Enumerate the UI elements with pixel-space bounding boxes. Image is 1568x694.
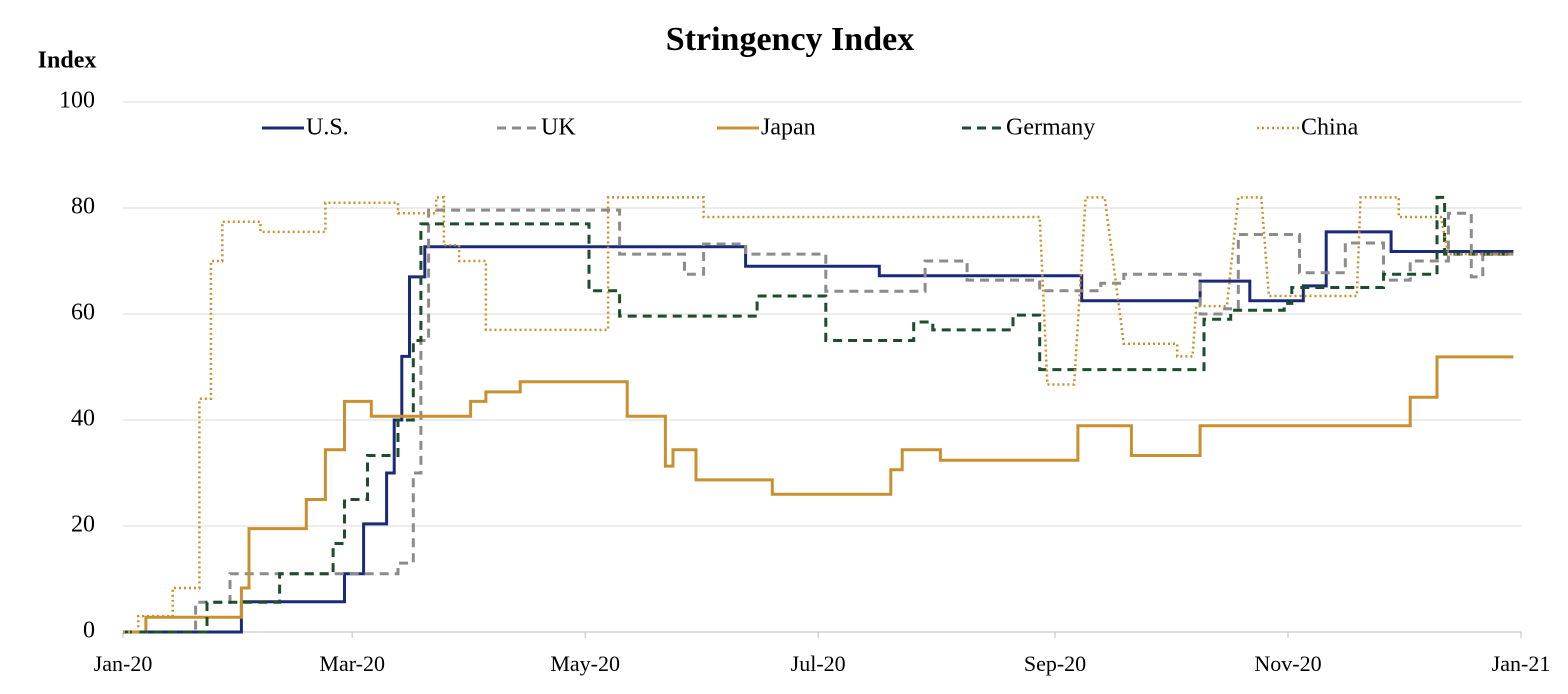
x-tick-label: Jul-20 — [791, 651, 846, 676]
series-line — [123, 196, 1514, 634]
legend-label: Japan — [761, 115, 816, 141]
y-tick-label: 100 — [59, 88, 95, 114]
y-tick-label: 80 — [71, 194, 95, 220]
x-tick-label: Jan-20 — [94, 651, 153, 676]
y-tick-label: 60 — [71, 300, 95, 326]
x-tick-label: May-20 — [550, 651, 620, 676]
legend-label: UK — [541, 115, 576, 141]
x-tick-label: Mar-20 — [319, 651, 385, 676]
x-tick-label: Nov-20 — [1254, 651, 1321, 676]
series-line — [123, 355, 1514, 634]
legend-label: U.S. — [306, 115, 349, 141]
y-tick-label: 0 — [83, 618, 95, 644]
x-tick-label: Sep-20 — [1024, 651, 1086, 676]
y-tick-label: 40 — [71, 406, 95, 432]
series-line — [123, 208, 1514, 634]
series-line — [123, 230, 1514, 634]
y-tick-label: 20 — [71, 512, 95, 538]
x-tick-label: Jan-21 — [1492, 651, 1551, 676]
legend-label: China — [1301, 115, 1359, 141]
y-axis-label: Index — [38, 48, 97, 74]
legend-label: Germany — [1006, 115, 1095, 141]
chart-title: Stringency Index — [666, 21, 914, 58]
series-line — [123, 195, 1514, 634]
